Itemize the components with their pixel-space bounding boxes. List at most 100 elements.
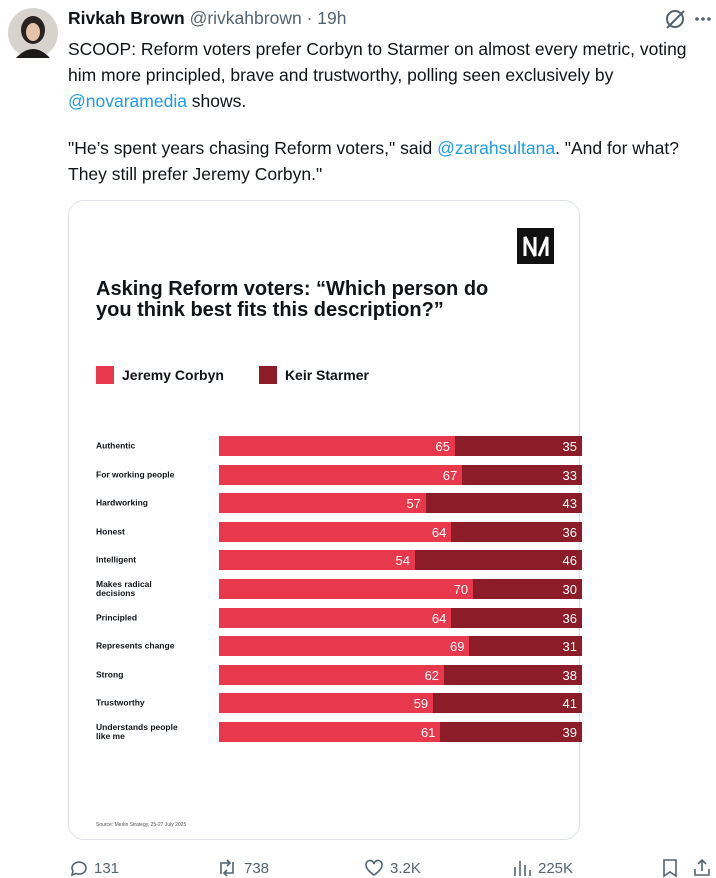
like-icon	[365, 859, 383, 876]
bar-segment: 61	[219, 722, 441, 742]
bar-track: 61 39	[219, 722, 582, 742]
legend-swatch	[258, 366, 277, 384]
tweet-text: SCOOP: Reform voters prefer Corbyn to St…	[68, 36, 708, 208]
bar-row: For working people 67 33	[96, 464, 582, 485]
mention[interactable]: @novaramedia	[68, 91, 187, 111]
value-label: 33	[562, 467, 577, 483]
bar-row: Intelligent 54 46	[96, 550, 582, 571]
time[interactable]: 19h	[317, 8, 347, 28]
text: . "And for what? They still prefer Jerem…	[68, 138, 679, 184]
bar-segment: 41	[433, 693, 582, 714]
value-label: 57	[406, 496, 421, 512]
value-label: 64	[431, 610, 447, 626]
value-label: 62	[424, 667, 440, 683]
category-label: Honest	[96, 526, 125, 537]
separator: ·	[306, 8, 313, 28]
bar-track: 67 33	[219, 464, 582, 485]
tweet-header: Rivkah Brown @rivkahbrown · 19h	[68, 8, 346, 29]
legend-label: Keir Starmer	[284, 367, 369, 383]
share-icon[interactable]	[692, 858, 712, 878]
value-label: 43	[562, 496, 577, 512]
legend-item: Jeremy Corbyn	[96, 366, 224, 384]
bar-row: Makes radical decisions 70 30	[96, 579, 582, 599]
bar-track: 57 43	[219, 493, 582, 514]
bookmark-icon[interactable]	[660, 858, 680, 878]
value-label: 54	[395, 553, 411, 569]
bar-segment: 38	[444, 664, 582, 685]
value-label: 69	[450, 639, 465, 655]
bar-track: 69 31	[219, 636, 582, 657]
category-label: Understands people like me	[96, 722, 178, 741]
logo	[517, 228, 554, 264]
legend-label: Jeremy Corbyn	[122, 367, 224, 383]
bar-segment: 64	[219, 607, 452, 628]
bar-segment: 30	[473, 579, 582, 599]
repost-icon	[220, 859, 234, 877]
category-label: Strong	[96, 669, 124, 680]
handle[interactable]: @rivkahbrown	[189, 8, 302, 28]
bar-segment: 31	[469, 636, 582, 657]
bar-row: Strong 62 38	[96, 664, 582, 685]
value-label: 64	[431, 524, 447, 540]
avatar[interactable]	[8, 8, 58, 58]
bar-track: 54 46	[219, 550, 582, 571]
like-button[interactable]: 3.2K	[364, 858, 421, 878]
value-label: 31	[562, 639, 577, 655]
chart-title: Asking Reform voters: “Which person do y…	[96, 278, 489, 321]
reply-count: 131	[94, 859, 120, 877]
bar-segment: 67	[219, 464, 463, 485]
bar-segment: 36	[451, 607, 582, 628]
paragraph: "He’s spent years chasing Reform voters,…	[68, 135, 708, 187]
paragraph: SCOOP: Reform voters prefer Corbyn to St…	[68, 36, 708, 114]
legend-item: Keir Starmer	[258, 366, 369, 384]
bar-row: Trustworthy 59 41	[96, 693, 582, 714]
more-icon[interactable]	[694, 8, 712, 30]
reply-button[interactable]: 131	[68, 858, 119, 878]
text: SCOOP: Reform voters prefer Corbyn to St…	[68, 39, 687, 85]
bar-segment: 64	[219, 521, 452, 542]
grok-icon[interactable]	[664, 8, 686, 30]
bar-row: Understands people like me 61 39	[96, 722, 582, 742]
bar-row: Represents change 69 31	[96, 636, 582, 657]
category-label: Principled	[96, 612, 138, 623]
text: "He’s spent years chasing Reform voters,…	[68, 138, 438, 158]
view-count: 225K	[538, 859, 574, 877]
bar-row: Authentic 65 35	[96, 436, 582, 456]
value-label: 46	[562, 553, 577, 569]
bar-segment: 65	[219, 436, 455, 456]
category-label: Represents change	[96, 640, 175, 651]
bar-track: 64 36	[219, 521, 582, 542]
category-label: Trustworthy	[96, 697, 145, 708]
bar-track: 65 35	[219, 436, 582, 456]
value-label: 59	[413, 696, 429, 712]
bar-segment: 57	[219, 493, 426, 514]
bar-segment: 35	[454, 436, 582, 456]
value-label: 61	[420, 725, 436, 740]
bar-segment: 70	[219, 579, 474, 599]
author-name[interactable]: Rivkah Brown	[68, 8, 185, 28]
legend-swatch	[96, 366, 114, 384]
value-label: 36	[562, 610, 577, 626]
category-label: For working people	[96, 469, 175, 480]
value-label: 30	[562, 582, 577, 597]
value-label: 38	[562, 667, 577, 683]
bar-segment: 43	[425, 493, 582, 514]
repost-count: 738	[244, 859, 270, 877]
mention[interactable]: @zarahsultana	[437, 138, 556, 158]
views-icon	[514, 861, 531, 876]
bar-track: 59 41	[219, 693, 582, 714]
bar-track: 64 36	[219, 607, 582, 628]
value-label: 39	[562, 725, 577, 740]
like-count: 3.2K	[390, 859, 421, 877]
views-button[interactable]: 225K	[512, 858, 573, 878]
bar-segment: 54	[219, 550, 416, 571]
bar-row: Principled 64 36	[96, 607, 582, 628]
bar-track: 62 38	[219, 664, 582, 685]
repost-button[interactable]: 738	[216, 858, 269, 878]
bar-segment: 33	[462, 464, 582, 485]
reply-icon	[70, 861, 87, 877]
bar-row: Honest 64 36	[96, 521, 582, 542]
chart-card[interactable]: Asking Reform voters: “Which person do y…	[68, 200, 582, 840]
value-label: 67	[442, 467, 458, 483]
